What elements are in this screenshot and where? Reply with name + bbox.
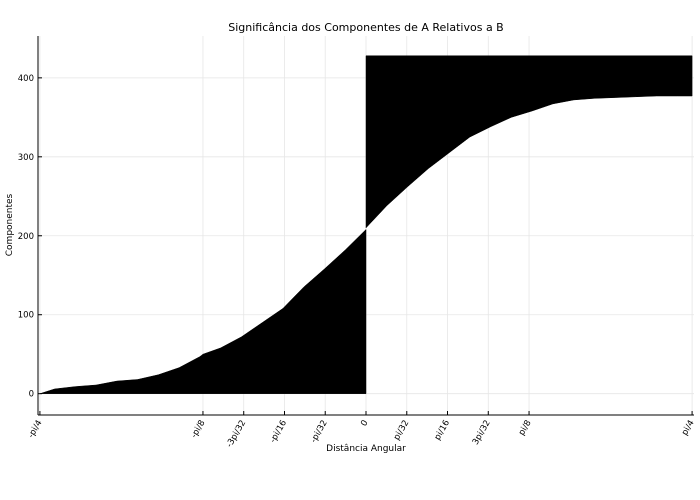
x-tick-label-8: 3pi/32 [471,419,493,447]
data-area [39,55,693,394]
x-tick-label-6: pi/32 [392,419,411,443]
area-positive [365,55,693,229]
x-tick-label-4: -pi/32 [309,419,330,445]
y-tick-label-1: 100 [18,311,34,321]
y-ticks: 0 100 200 300 400 [18,74,42,400]
y-tick-label-3: 300 [18,153,34,163]
x-tick-label-0: -pi/4 [26,419,44,441]
chart-title: Significância dos Componentes de A Relat… [228,21,503,34]
x-tick-label-10: pi/4 [680,419,697,438]
x-axis-label: Distância Angular [326,444,406,454]
x-tick-label-2: -3pi/32 [225,419,249,450]
x-tick-label-3: -pi/16 [268,419,289,445]
x-tick-label-7: pi/16 [433,419,452,443]
x-tick-label-1: -pi/8 [189,419,207,441]
y-tick-label-0: 0 [29,390,34,400]
y-tick-label-4: 400 [18,74,34,84]
y-axis-label: Componentes [5,193,15,256]
x-tick-label-5: 0 [359,419,370,429]
area-negative [39,228,367,394]
x-tick-label-9: pi/8 [517,419,534,438]
y-tick-label-2: 200 [18,232,34,242]
